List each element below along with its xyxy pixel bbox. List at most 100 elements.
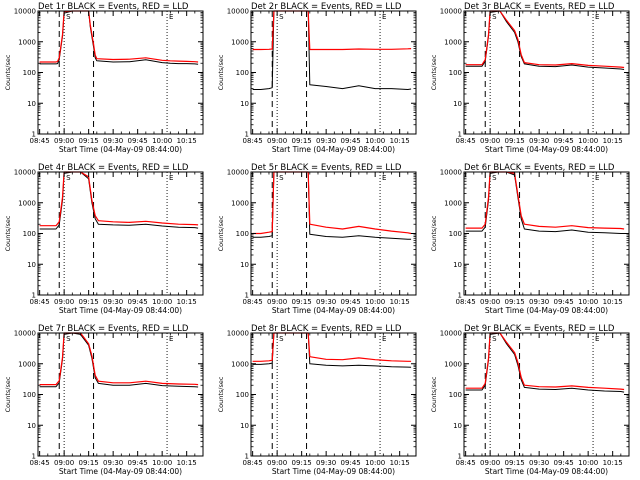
x-tick-label: 09:30 — [529, 459, 549, 467]
x-tick-label: 10:15 — [603, 459, 623, 467]
y-tick-label: 1000 — [444, 199, 462, 207]
x-tick-label: 09:00 — [54, 298, 74, 306]
y-tick-label: 1 — [32, 292, 36, 300]
end-marker-label: E — [382, 13, 386, 21]
x-axis-label: Start Time (04-May-09 08:44:00) — [59, 145, 182, 154]
start-marker-label: S — [66, 174, 71, 182]
y-tick-label: 10000 — [227, 169, 249, 177]
y-axis-label: Counts/sec — [4, 54, 12, 90]
panel-det-9r: Det 9r BLACK = Events, RED = LLD Counts/s… — [430, 324, 630, 476]
end-marker-label: E — [382, 335, 386, 343]
y-tick-label: 100 — [23, 391, 36, 399]
start-marker-label: S — [279, 335, 284, 343]
x-tick-label: 09:30 — [529, 298, 549, 306]
x-tick-label: 09:45 — [128, 137, 148, 145]
x-tick-label: 09:45 — [554, 137, 574, 145]
x-axis-label: Start Time (04-May-09 08:44:00) — [272, 467, 395, 476]
end-marker-label: E — [169, 13, 173, 21]
y-tick-label: 1000 — [18, 38, 36, 46]
y-tick-label: 1000 — [444, 38, 462, 46]
y-tick-label: 10000 — [227, 330, 249, 338]
x-tick-label: 10:00 — [365, 298, 385, 306]
x-tick-label: 09:15 — [505, 298, 525, 306]
x-axis-label: Start Time (04-May-09 08:44:00) — [485, 467, 608, 476]
x-tick-label: 09:45 — [128, 459, 148, 467]
series-line-lld — [39, 332, 199, 386]
x-axis-label: Start Time (04-May-09 08:44:00) — [272, 306, 395, 315]
y-tick-label: 1000 — [231, 38, 249, 46]
plot-frame — [250, 171, 417, 296]
y-tick-label: 1000 — [444, 360, 462, 368]
x-tick-label: 10:00 — [578, 137, 598, 145]
y-tick-label: 100 — [23, 69, 36, 77]
x-tick-label: 10:00 — [152, 137, 172, 145]
x-axis-label: Start Time (04-May-09 08:44:00) — [59, 306, 182, 315]
x-tick-label: 09:45 — [341, 137, 361, 145]
y-tick-label: 1 — [245, 292, 249, 300]
end-marker-label: E — [595, 13, 599, 21]
x-tick-label: 09:15 — [79, 137, 99, 145]
series-line-events — [252, 10, 412, 90]
x-tick-label: 08:45 — [30, 459, 50, 467]
y-tick-label: 1 — [245, 453, 249, 461]
y-tick-label: 1 — [32, 453, 36, 461]
x-tick-label: 09:30 — [316, 137, 336, 145]
series-line-lld — [465, 10, 625, 69]
y-axis-label: Counts/sec — [217, 376, 225, 412]
x-tick-label: 10:15 — [177, 298, 197, 306]
x-tick-label: 09:00 — [267, 137, 287, 145]
y-tick-label: 10000 — [14, 8, 36, 16]
x-tick-label: 08:45 — [243, 137, 263, 145]
y-tick-label: 10000 — [227, 8, 249, 16]
panel-title: Det 2r BLACK = Events, RED = LLD — [251, 2, 402, 12]
y-tick-label: 1 — [458, 292, 462, 300]
panel-title: Det 3r BLACK = Events, RED = LLD — [464, 2, 615, 12]
y-axis-label: Counts/sec — [4, 376, 12, 412]
x-axis-label: Start Time (04-May-09 08:44:00) — [59, 467, 182, 476]
series-line-events — [252, 171, 412, 240]
x-tick-label: 08:45 — [30, 137, 50, 145]
x-tick-label: 08:45 — [456, 298, 476, 306]
panel-det-1r: Det 1r BLACK = Events, RED = LLD Counts/s… — [4, 2, 204, 154]
y-tick-label: 10 — [27, 422, 36, 430]
x-tick-label: 08:45 — [30, 298, 50, 306]
y-tick-label: 1000 — [231, 199, 249, 207]
y-tick-label: 10 — [453, 261, 462, 269]
y-tick-label: 1 — [245, 131, 249, 139]
panel-title: Det 5r BLACK = Events, RED = LLD — [251, 163, 402, 173]
start-marker-label: S — [492, 13, 497, 21]
x-tick-label: 09:15 — [505, 137, 525, 145]
y-tick-label: 1 — [458, 131, 462, 139]
x-tick-label: 09:00 — [267, 459, 287, 467]
panel-title: Det 4r BLACK = Events, RED = LLD — [38, 163, 189, 173]
y-tick-label: 1000 — [18, 199, 36, 207]
series-line-lld — [252, 171, 412, 235]
panel-title: Det 7r BLACK = Events, RED = LLD — [38, 324, 189, 334]
end-marker-label: E — [382, 174, 386, 182]
x-tick-label: 08:45 — [243, 298, 263, 306]
panel-det-4r: Det 4r BLACK = Events, RED = LLD Counts/s… — [4, 163, 204, 315]
start-marker-label: S — [279, 174, 284, 182]
y-axis-label: Counts/sec — [430, 215, 438, 251]
x-tick-label: 10:00 — [365, 459, 385, 467]
plot-frame — [250, 332, 417, 457]
y-tick-label: 100 — [449, 69, 462, 77]
x-axis-label: Start Time (04-May-09 08:44:00) — [485, 145, 608, 154]
x-tick-label: 09:45 — [341, 298, 361, 306]
y-axis-label: Counts/sec — [430, 54, 438, 90]
x-axis-label: Start Time (04-May-09 08:44:00) — [272, 145, 395, 154]
end-marker-label: E — [595, 174, 599, 182]
end-marker-label: E — [169, 335, 173, 343]
y-axis-label: Counts/sec — [217, 54, 225, 90]
x-tick-label: 09:00 — [54, 459, 74, 467]
y-tick-label: 10 — [453, 100, 462, 108]
x-tick-label: 09:15 — [292, 137, 312, 145]
x-tick-label: 09:00 — [480, 459, 500, 467]
panel-title: Det 6r BLACK = Events, RED = LLD — [464, 163, 615, 173]
x-tick-label: 10:00 — [152, 459, 172, 467]
x-tick-label: 09:45 — [554, 459, 574, 467]
y-tick-label: 10 — [240, 100, 249, 108]
series-line-events — [252, 332, 412, 368]
x-tick-label: 10:00 — [152, 298, 172, 306]
